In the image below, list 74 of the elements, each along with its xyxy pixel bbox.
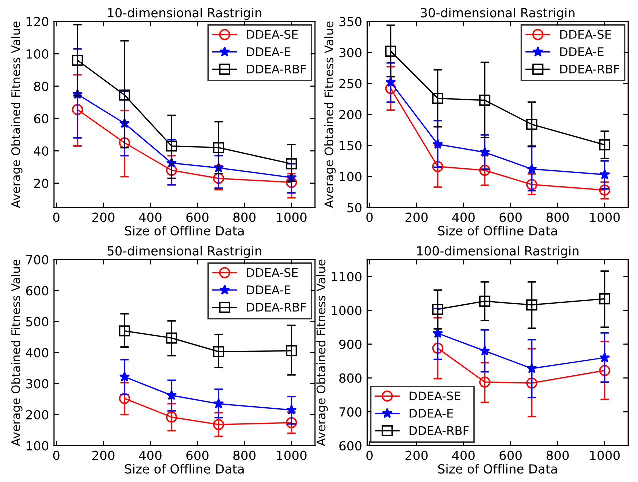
x-axis-title: Size of Offline Data [438, 464, 558, 474]
x-tick-label: 0 [53, 450, 60, 460]
legend-label: DDEA-RBF [247, 64, 306, 74]
x-tick-label: 800 [546, 212, 569, 222]
legend-label: DDEA-E [247, 286, 291, 294]
y-tick-label: 200 [26, 410, 49, 420]
y-tick-label: 300 [340, 48, 362, 58]
legend-label: DDEA-SE [247, 30, 298, 40]
chart-title: 10-dimensional Rastrigin [108, 8, 262, 20]
y-axis-title: Average Obtained Fitness Value [11, 22, 23, 208]
x-axis-title: Size of Offline Data [438, 226, 558, 236]
y-tick-label: 350 [340, 17, 362, 27]
x-tick-label: 200 [92, 450, 115, 460]
chart-title: 30-dimensional Rastrigin [421, 8, 575, 20]
x-tick-label: 1000 [590, 212, 620, 222]
x-tick-label: 400 [452, 450, 475, 460]
y-tick-label: 250 [340, 79, 362, 89]
x-axis-title: Size of Offline Data [125, 464, 244, 474]
x-tick-label: 200 [92, 212, 115, 222]
y-tick-label: 900 [339, 340, 362, 350]
x-tick-label: 600 [186, 450, 209, 460]
y-tick-label: 100 [26, 441, 49, 451]
x-tick-label: 400 [452, 212, 475, 222]
y-tick-label: 600 [26, 286, 49, 296]
legend-label: DDEA-RBF [410, 426, 469, 436]
y-tick-label: 300 [26, 379, 49, 389]
y-tick-label: 500 [26, 317, 49, 327]
y-tick-label: 800 [340, 374, 362, 384]
x-tick-label: 1000 [277, 450, 307, 460]
y-tick-label: 80 [34, 82, 49, 92]
chart-title: 50-dimensional Rastrigin [108, 246, 262, 258]
x-tick-label: 600 [500, 450, 522, 460]
legend-label: DDEA-RBF [247, 303, 306, 312]
y-axis-title: Average Obtained Fitness Value [11, 260, 23, 446]
x-tick-label: 800 [546, 450, 569, 460]
x-tick-label: 200 [406, 450, 428, 460]
x-tick-label: 800 [234, 450, 256, 460]
y-tick-label: 150 [340, 141, 362, 151]
y-tick-label: 120 [26, 17, 49, 27]
x-tick-label: 800 [234, 212, 256, 222]
legend-label: DDEA-SE [247, 268, 298, 278]
x-tick-label: 1000 [590, 450, 620, 460]
y-tick-label: 1000 [332, 306, 362, 316]
y-tick-label: 20 [34, 178, 49, 188]
y-tick-label: 100 [340, 172, 362, 182]
x-tick-label: 200 [406, 212, 428, 222]
y-tick-label: 400 [26, 348, 49, 358]
legend-label: DDEA-E [247, 48, 291, 56]
x-tick-label: 600 [500, 212, 522, 222]
chart-title: 100-dimensional Rastrigin [417, 246, 579, 258]
legend-label: DDEA-SE [560, 30, 612, 40]
x-tick-label: 400 [139, 212, 162, 222]
y-tick-label: 1100 [332, 272, 362, 282]
x-tick-label: 1000 [277, 212, 307, 222]
y-tick-label: 50 [348, 203, 362, 213]
x-axis-title: Size of Offline Data [125, 226, 244, 236]
x-tick-label: 400 [139, 450, 162, 460]
y-tick-label: 700 [340, 407, 362, 417]
x-tick-label: 0 [53, 212, 60, 222]
legend-label: DDEA-E [410, 409, 454, 418]
y-tick-label: 600 [340, 441, 362, 451]
legend-label: DDEA-E [560, 48, 604, 56]
y-tick-label: 700 [26, 255, 49, 265]
y-tick-label: 40 [34, 146, 49, 156]
legend-label: DDEA-RBF [560, 64, 620, 74]
y-tick-label: 60 [34, 114, 49, 124]
legend-label: DDEA-SE [410, 392, 461, 401]
x-tick-label: 0 [366, 450, 373, 460]
y-axis-title: Average Obtained Fitness Value [324, 22, 336, 208]
y-tick-label: 200 [340, 110, 362, 120]
y-tick-label: 100 [26, 50, 49, 59]
x-tick-label: 600 [186, 212, 209, 222]
x-tick-label: 0 [366, 212, 373, 222]
y-axis-title: Average Obtained Fitness Value [316, 260, 328, 446]
